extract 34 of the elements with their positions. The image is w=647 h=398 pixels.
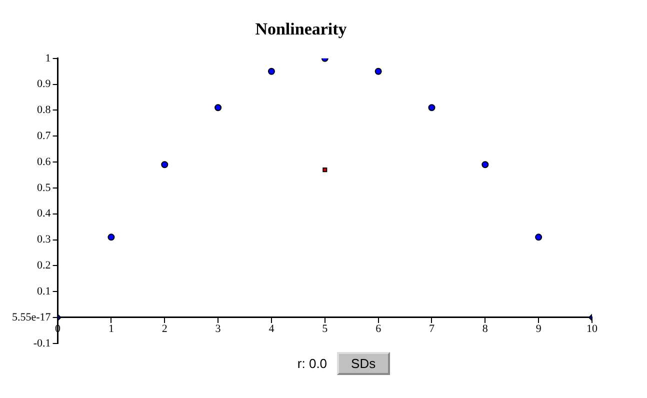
point <box>214 104 222 112</box>
y-tick-label: 1 <box>45 52 51 64</box>
y-tick-label: 5.55e-17 <box>12 311 52 324</box>
y-tick-label: 0.2 <box>37 260 51 272</box>
text: SDs <box>337 352 390 375</box>
x-tick-label: 7 <box>428 322 435 335</box>
y-tick-label: 0.8 <box>37 104 52 116</box>
point <box>374 68 382 75</box>
y-tick-label: 0.7 <box>37 130 52 142</box>
y-tick-label: 0.5 <box>37 182 52 194</box>
x-tick-label: 3 <box>215 322 222 335</box>
chart-title: Nonlinearity <box>255 20 348 39</box>
point <box>322 168 328 172</box>
y-tick-label: 0.3 <box>37 234 52 246</box>
point <box>161 161 168 168</box>
point <box>268 68 275 75</box>
x-tick-label: 1 <box>108 322 114 335</box>
text: r: 0.0 <box>297 356 328 371</box>
point <box>482 161 489 168</box>
point <box>428 104 436 112</box>
x-tick-label: 2 <box>162 322 168 335</box>
y-tick-label: 0.4 <box>37 208 52 220</box>
x-tick-label: 4 <box>268 322 275 335</box>
x-tick-label: 9 <box>536 322 542 335</box>
x-tick-label: 6 <box>376 322 382 335</box>
y-tick-label: -0.1 <box>33 337 51 350</box>
point <box>535 234 542 241</box>
point <box>108 234 115 241</box>
y-tick-label: 0.9 <box>37 78 52 90</box>
x-tick-label: 8 <box>482 322 488 335</box>
x-tick-label: 10 <box>586 322 598 335</box>
x-tick-label: 5 <box>322 322 328 335</box>
y-tick-label: 0.1 <box>37 285 51 298</box>
y-tick-label: 0.6 <box>37 156 52 168</box>
